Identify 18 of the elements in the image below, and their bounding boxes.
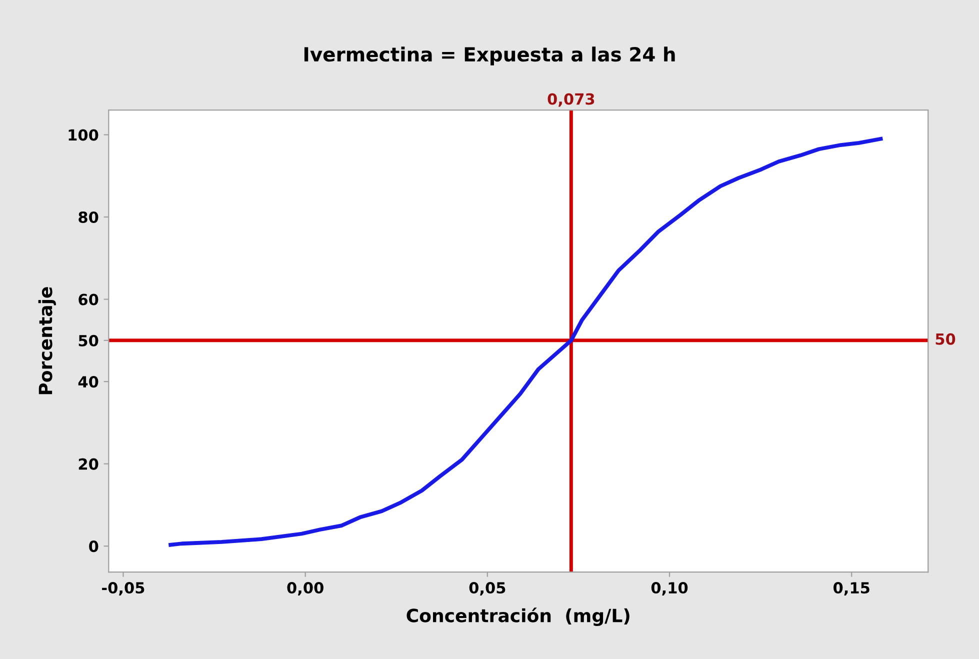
chart-title: Ivermectina = Expuesta a las 24 h: [304, 46, 675, 66]
ref-line-label: 0,073: [548, 93, 594, 107]
x-tick-label: -0,05: [102, 582, 144, 596]
y-tick-label: 40: [78, 376, 98, 388]
y-tick-label: 20: [78, 458, 98, 470]
y-tick-label: 50: [78, 334, 98, 346]
y-axis-title: Porcentaje: [38, 287, 56, 394]
x-tick-label: 0,10: [651, 582, 688, 596]
line-series: [168, 136, 883, 547]
y-tick-label: 100: [68, 129, 98, 141]
y-tick-label: 0: [89, 540, 98, 552]
x-tick-label: 0,05: [469, 582, 506, 596]
x-tick-label: 0,00: [287, 582, 324, 596]
x-tick-label: 0,15: [833, 582, 870, 596]
x-axis-title: Concentración (mg/L): [406, 608, 630, 626]
y-tick-label: 80: [78, 211, 98, 224]
ref-line-label: 50: [936, 333, 956, 345]
y-tick-label: 60: [78, 294, 98, 306]
